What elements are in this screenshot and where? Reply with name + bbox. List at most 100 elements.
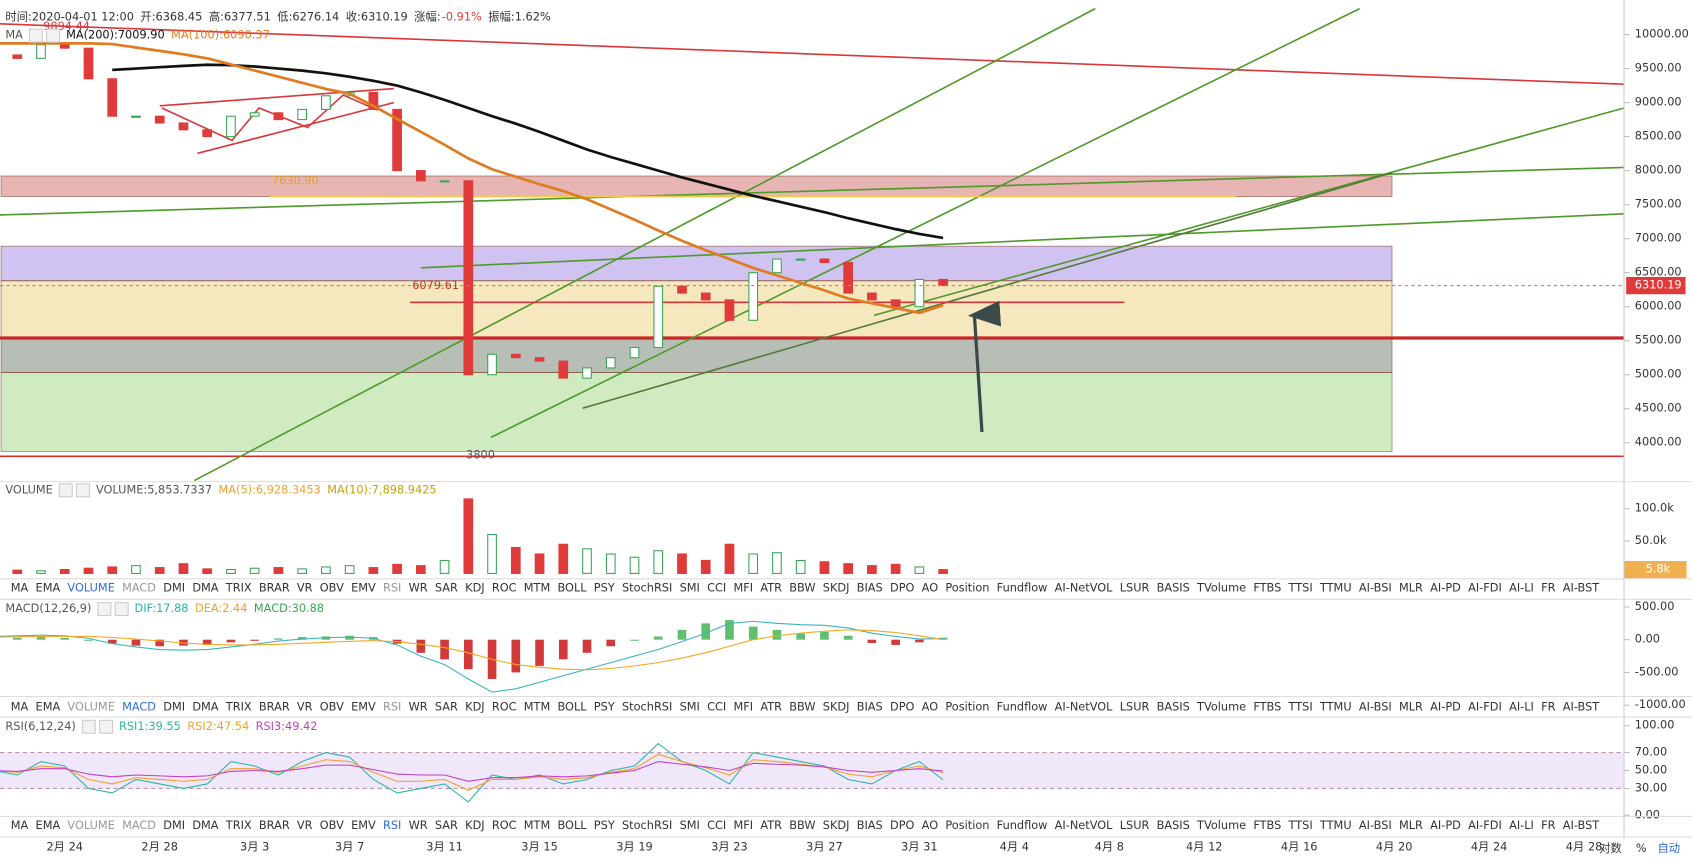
indicator-tab[interactable]: BRAR — [259, 699, 290, 713]
indicator-tab[interactable]: BASIS — [1157, 581, 1190, 595]
indicator-tab[interactable]: PSY — [594, 699, 615, 713]
indicator-tab[interactable]: AI-NetVOL — [1055, 581, 1114, 595]
indicator-tab[interactable]: AI-PD — [1430, 581, 1461, 595]
indicator-tab[interactable]: DMA — [192, 699, 218, 713]
indicator-tab[interactable]: MTM — [524, 818, 550, 832]
indicator-tab[interactable]: StochRSI — [622, 818, 672, 832]
indicator-tab[interactable]: DPO — [890, 581, 915, 595]
indicator-tab[interactable]: LSUR — [1120, 699, 1150, 713]
legend-close[interactable] — [46, 28, 61, 43]
indicator-tab[interactable]: EMV — [351, 581, 376, 595]
indicator-tab[interactable]: AI-PD — [1430, 818, 1461, 832]
indicator-tab[interactable]: EMV — [351, 699, 376, 713]
indicator-tab[interactable]: WR — [409, 818, 428, 832]
indicator-tab[interactable]: BASIS — [1157, 699, 1190, 713]
indicator-tab[interactable]: AI-LI — [1509, 699, 1534, 713]
indicator-tab[interactable]: AI-BST — [1563, 581, 1600, 595]
indicator-tab[interactable]: ROC — [492, 699, 517, 713]
indicator-tab[interactable]: VR — [297, 818, 313, 832]
indicator-tab[interactable]: EMA — [36, 818, 61, 832]
indicator-tab[interactable]: MACD — [122, 818, 156, 832]
indicator-tab[interactable]: AO — [922, 818, 939, 832]
indicator-tab[interactable]: TVolume — [1196, 581, 1246, 595]
indicator-tab[interactable]: FTBS — [1253, 699, 1281, 713]
indicator-tab[interactable]: AI-BSI — [1359, 818, 1392, 832]
indicator-tab[interactable]: Fundflow — [997, 581, 1048, 595]
indicator-tab[interactable]: VR — [297, 699, 313, 713]
indicator-tab[interactable]: Position — [945, 699, 989, 713]
indicator-tab[interactable]: DPO — [890, 699, 915, 713]
indicator-tab[interactable]: TTMU — [1319, 699, 1352, 713]
indicator-tab[interactable]: BOLL — [557, 699, 587, 713]
indicator-tab[interactable]: SKDJ — [823, 699, 850, 713]
indicator-tab[interactable]: AI-NetVOL — [1055, 699, 1114, 713]
indicator-tab[interactable]: DMA — [192, 581, 218, 595]
legend-close[interactable] — [99, 719, 114, 734]
indicator-tab[interactable]: ATR — [760, 818, 782, 832]
indicator-tab[interactable]: TRIX — [225, 581, 252, 595]
indicator-tab[interactable]: RSI — [383, 699, 401, 713]
indicator-tab[interactable]: KDJ — [465, 699, 484, 713]
scale-button[interactable]: 自动 — [1657, 841, 1680, 855]
indicator-tab[interactable]: BBW — [789, 818, 815, 832]
indicator-tab[interactable]: SKDJ — [823, 581, 850, 595]
indicator-tab[interactable]: MACD — [122, 581, 156, 595]
indicator-tab[interactable]: TTMU — [1319, 818, 1352, 832]
indicator-tab[interactable]: DMI — [163, 818, 185, 832]
indicator-tab[interactable]: WR — [409, 699, 428, 713]
indicator-tab[interactable]: BRAR — [259, 581, 290, 595]
indicator-tab[interactable]: Position — [945, 818, 989, 832]
indicator-tab[interactable]: TRIX — [225, 699, 252, 713]
indicator-tab[interactable]: SKDJ — [823, 818, 850, 832]
indicator-tab[interactable]: OBV — [320, 581, 344, 595]
indicator-tab[interactable]: KDJ — [465, 581, 484, 595]
indicator-tab[interactable]: LSUR — [1120, 581, 1150, 595]
indicator-tab[interactable]: SMI — [680, 581, 700, 595]
indicator-tab[interactable]: Fundflow — [997, 818, 1048, 832]
indicator-tab[interactable]: BBW — [789, 581, 815, 595]
indicator-tab[interactable]: TVolume — [1196, 818, 1246, 832]
indicator-tab[interactable]: AO — [922, 699, 939, 713]
indicator-tab[interactable]: PSY — [594, 581, 615, 595]
indicator-tab[interactable]: BASIS — [1157, 818, 1190, 832]
indicator-tab[interactable]: MLR — [1399, 818, 1423, 832]
indicator-tab[interactable]: AI-PD — [1430, 699, 1461, 713]
indicator-tab[interactable]: FR — [1541, 699, 1556, 713]
indicator-tab[interactable]: AI-LI — [1509, 581, 1534, 595]
indicator-tab[interactable]: CCI — [707, 699, 726, 713]
indicator-tab[interactable]: SAR — [435, 581, 458, 595]
indicator-tab[interactable]: CCI — [707, 818, 726, 832]
indicator-tab[interactable]: MLR — [1399, 699, 1423, 713]
scale-button[interactable]: 对数 — [1599, 841, 1622, 855]
indicator-tab[interactable]: FTBS — [1253, 818, 1281, 832]
indicator-tab[interactable]: BRAR — [259, 818, 290, 832]
indicator-tab[interactable]: MFI — [733, 699, 753, 713]
legend-settings[interactable] — [58, 483, 73, 498]
indicator-tab[interactable]: TTSI — [1288, 581, 1313, 595]
indicator-tab[interactable]: MFI — [733, 581, 753, 595]
indicator-tab[interactable]: VOLUME — [67, 581, 114, 595]
indicator-tab[interactable]: FR — [1541, 818, 1556, 832]
indicator-tab[interactable]: ROC — [492, 581, 517, 595]
indicator-tab[interactable]: AI-LI — [1509, 818, 1534, 832]
indicator-tab[interactable]: SMI — [680, 699, 700, 713]
indicator-tab[interactable]: EMV — [351, 818, 376, 832]
indicator-tab[interactable]: MTM — [524, 581, 550, 595]
indicator-tab[interactable]: AI-BSI — [1359, 581, 1392, 595]
indicator-tab[interactable]: StochRSI — [622, 699, 672, 713]
indicator-tab[interactable]: SAR — [435, 818, 458, 832]
indicator-tab[interactable]: CCI — [707, 581, 726, 595]
indicator-tab[interactable]: TVolume — [1196, 699, 1246, 713]
indicator-tab[interactable]: BIAS — [857, 699, 883, 713]
indicator-tab[interactable]: MFI — [733, 818, 753, 832]
indicator-tab[interactable]: TTMU — [1319, 581, 1352, 595]
legend-settings[interactable] — [81, 719, 96, 734]
legend-settings[interactable] — [28, 28, 43, 43]
indicator-tab[interactable]: Position — [945, 581, 989, 595]
indicator-tab[interactable]: MA — [11, 581, 29, 595]
indicator-tab[interactable]: ATR — [760, 581, 782, 595]
indicator-tab[interactable]: TTSI — [1288, 818, 1313, 832]
indicator-tab[interactable]: DMI — [163, 581, 185, 595]
indicator-tab[interactable]: RSI — [383, 581, 401, 595]
indicator-tab[interactable]: AO — [922, 581, 939, 595]
